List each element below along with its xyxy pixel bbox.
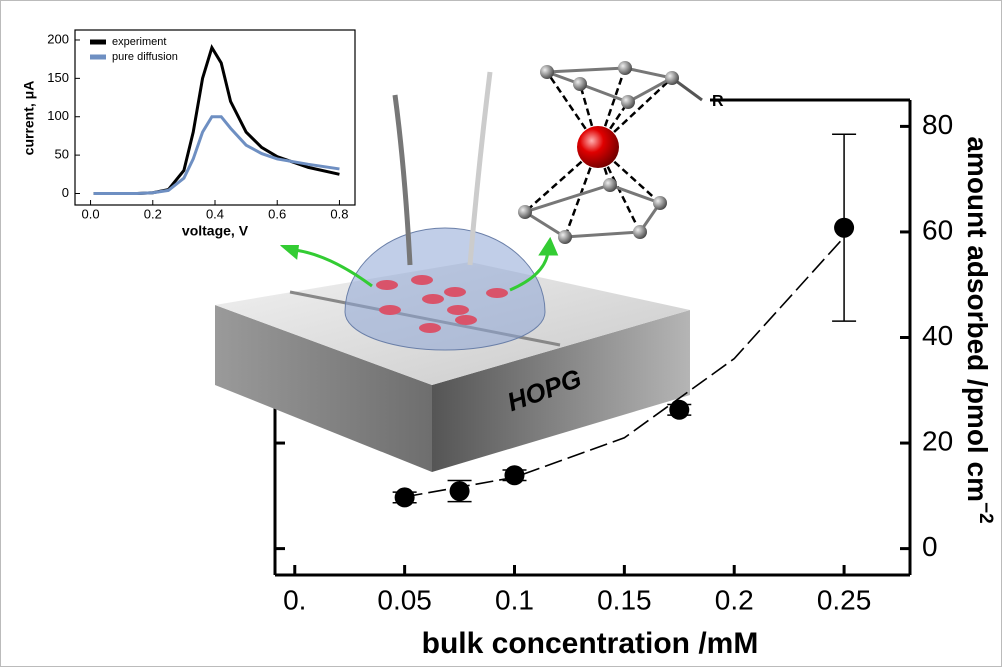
y-tick-label: 0: [922, 531, 938, 562]
x-tick-label: 0.2: [715, 584, 754, 615]
electrode-wire: [467, 71, 493, 266]
illustration: HOPG R: [215, 61, 724, 472]
inset-x-tick-label: 0.0: [82, 206, 100, 221]
fit-curve: [404, 236, 845, 498]
inset-x-tick-label: 0.6: [268, 206, 286, 221]
x-tick-label: 0.05: [377, 584, 432, 615]
y-axis-label: amount adsorbed /pmol cm−2: [962, 136, 996, 523]
inset-background: [20, 20, 362, 245]
microdiscs: [376, 275, 508, 333]
inset-chart: current, μA voltage, V 0.0 0.2 0.4 0.6 0.8 0 5…: [20, 20, 362, 245]
main-data: [392, 133, 857, 508]
x-tick-label: 0.1: [495, 584, 534, 615]
inset-x-label: voltage, V: [182, 223, 249, 239]
electrode-wire: [392, 94, 413, 266]
substrate-side: [215, 305, 432, 472]
inset-y-tick-label: 150: [47, 70, 69, 85]
data-point: [669, 399, 690, 420]
y-tick-label: 60: [922, 214, 953, 245]
legend-label: pure diffusion: [112, 51, 178, 63]
y-axis-label-text: amount adsorbed /pmol cm: [962, 136, 993, 502]
y-tick-label: 20: [922, 425, 953, 456]
y-axis-label-unit-exponent: −2: [975, 502, 996, 524]
inset-y-tick-label: 0: [62, 185, 69, 200]
x-tick-label: 0.: [283, 584, 306, 615]
y-tick-label: 40: [922, 320, 953, 351]
inset-line: [93, 115, 340, 195]
inset-x-tick-label: 0.4: [206, 206, 224, 221]
x-tick-label: 0.15: [597, 584, 652, 615]
inset-y-label: current, μA: [21, 81, 37, 156]
inset-y-tick-label: 100: [47, 108, 69, 123]
inset-y-tick-label: 200: [47, 31, 69, 46]
substrate-front: [432, 310, 690, 472]
main-axes: 0. 0.05 0.1 0.15 0.2 0.25 0 20 40 60 80: [273, 98, 953, 615]
data-point: [449, 481, 470, 502]
inset-y-tick-label: 50: [55, 147, 69, 162]
substituent-label: R: [712, 93, 724, 110]
x-axis-label: bulk concentration /mM: [422, 627, 759, 660]
data-point: [394, 487, 415, 508]
inset-x-tick-label: 0.8: [330, 206, 348, 221]
inset-x-tick-label: 0.2: [144, 206, 162, 221]
y-tick-label: 80: [922, 109, 953, 140]
droplet: [344, 227, 546, 351]
x-tick-label: 0.25: [817, 584, 872, 615]
arrows: [279, 236, 559, 292]
legend-label: experiment: [112, 36, 166, 48]
data-point: [834, 217, 855, 238]
ferrocene: [518, 61, 703, 244]
data-point: [504, 465, 525, 486]
